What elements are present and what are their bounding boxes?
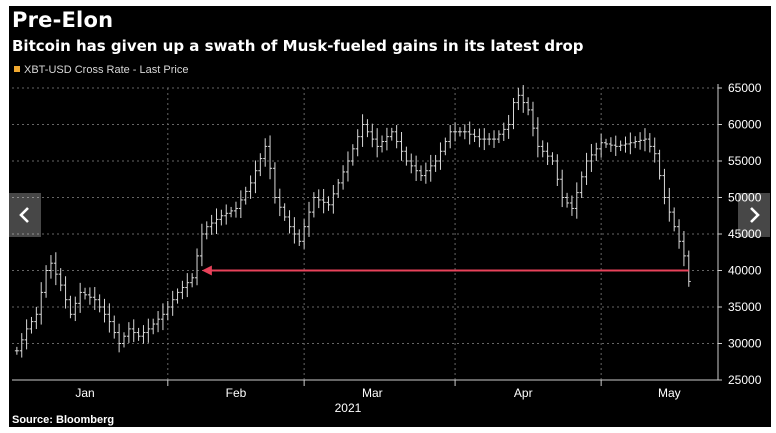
next-slide-button[interactable] bbox=[738, 193, 770, 237]
legend-label: XBT-USD Cross Rate - Last Price bbox=[24, 64, 189, 76]
chart-title: Pre-Elon bbox=[12, 8, 114, 32]
y-tick-label: 60000 bbox=[728, 118, 762, 132]
y-tick-label: 55000 bbox=[728, 154, 762, 168]
legend: XBT-USD Cross Rate - Last Price bbox=[14, 64, 188, 76]
y-tick-label: 45000 bbox=[728, 227, 762, 241]
y-tick-label: 30000 bbox=[728, 337, 762, 351]
source-note: Source: Bloomberg bbox=[12, 414, 115, 426]
x-axis-year-label: 2021 bbox=[335, 401, 362, 415]
gridlines bbox=[12, 87, 718, 380]
y-tick-label: 40000 bbox=[728, 264, 762, 278]
x-tick-label: Apr bbox=[514, 386, 533, 400]
y-tick-label: 35000 bbox=[728, 300, 762, 314]
ohlc-bars bbox=[14, 85, 691, 358]
x-tick-label: Jan bbox=[75, 386, 94, 400]
chevron-left-icon bbox=[19, 207, 29, 223]
chevron-right-icon bbox=[750, 207, 760, 223]
x-tick-label: May bbox=[658, 386, 681, 400]
y-tick-label: 65000 bbox=[728, 81, 762, 95]
x-tick-labels: Jan Feb Mar Apr May 2021 bbox=[75, 386, 680, 415]
arrow-head bbox=[201, 265, 212, 276]
axes bbox=[12, 84, 722, 386]
chart-subtitle: Bitcoin has given up a swath of Musk-fue… bbox=[12, 37, 584, 55]
x-tick-label: Mar bbox=[362, 386, 383, 400]
legend-swatch bbox=[14, 66, 20, 72]
y-tick-labels: 25000 30000 35000 40000 45000 50000 55000 60000… bbox=[728, 81, 762, 387]
chart-frame: 25000 30000 35000 40000 45000 50000 55000 60000… bbox=[9, 6, 771, 427]
y-tick-label: 50000 bbox=[728, 191, 762, 205]
y-tick-label: 25000 bbox=[728, 373, 762, 387]
price-chart: 25000 30000 35000 40000 45000 50000 55000 60000… bbox=[12, 81, 762, 415]
prev-slide-button[interactable] bbox=[9, 193, 41, 237]
annotation-arrow bbox=[201, 265, 689, 276]
x-tick-label: Feb bbox=[226, 386, 247, 400]
